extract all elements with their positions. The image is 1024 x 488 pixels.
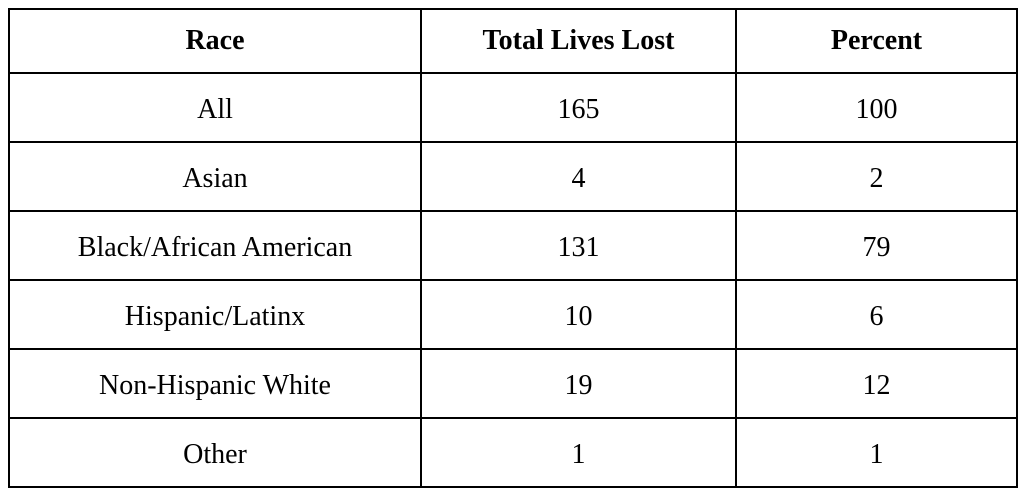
table-cell: 1 [735, 417, 1018, 488]
header-cell: Percent [735, 8, 1018, 74]
table-cell: 100 [735, 72, 1018, 143]
header-row: Race Total Lives Lost Percent [8, 8, 1018, 74]
table-cell: 10 [420, 279, 737, 350]
table-cell: Other [8, 417, 422, 488]
table-cell: All [8, 72, 422, 143]
table-row: Non-Hispanic White 19 12 [8, 348, 1018, 419]
table-cell: Black/African American [8, 210, 422, 281]
table-cell: Hispanic/Latinx [8, 279, 422, 350]
table-cell: Non-Hispanic White [8, 348, 422, 419]
header-cell: Total Lives Lost [420, 8, 737, 74]
table-row: All 165 100 [8, 72, 1018, 143]
table-cell: 1 [420, 417, 737, 488]
table-cell: 2 [735, 141, 1018, 212]
table-cell: 19 [420, 348, 737, 419]
table-row: Hispanic/Latinx 10 6 [8, 279, 1018, 350]
data-table: Race Total Lives Lost Percent All 165 100 Asi… [8, 8, 1018, 488]
table-cell: 131 [420, 210, 737, 281]
page: Race Total Lives Lost Percent All 165 100 Asi… [8, 8, 1018, 488]
table-cell: 79 [735, 210, 1018, 281]
table-cell: 165 [420, 72, 737, 143]
table-row: Other 1 1 [8, 417, 1018, 488]
table-row: Black/African American 131 79 [8, 210, 1018, 281]
table-cell: 12 [735, 348, 1018, 419]
table-cell: 6 [735, 279, 1018, 350]
header-cell: Race [8, 8, 422, 74]
table-cell: Asian [8, 141, 422, 212]
table-cell: 4 [420, 141, 737, 212]
table-body: All 165 100 Asian 4 2 Black/African American 13… [8, 72, 1018, 488]
table-row: Asian 4 2 [8, 141, 1018, 212]
